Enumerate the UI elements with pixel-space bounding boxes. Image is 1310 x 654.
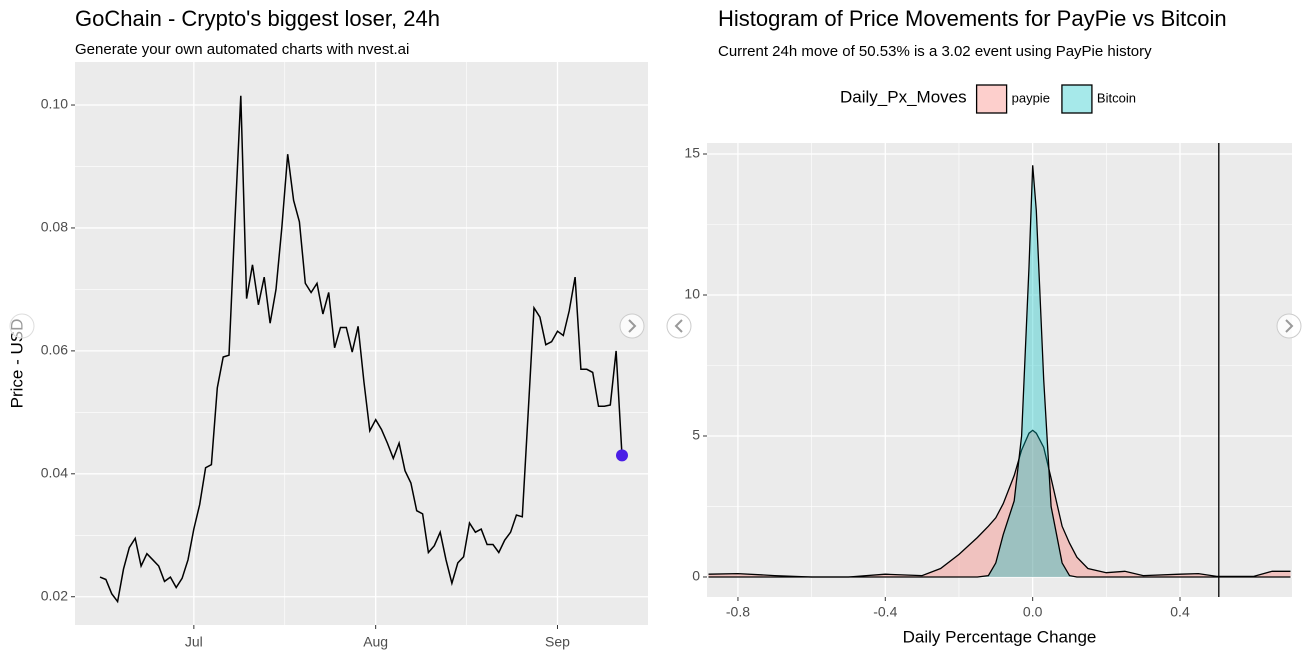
legend-label: Bitcoin bbox=[1097, 90, 1136, 105]
prev-arrow[interactable] bbox=[666, 313, 692, 339]
y-tick-label: 0.02 bbox=[41, 587, 68, 603]
chart-subtitle: Generate your own automated charts with … bbox=[75, 41, 409, 58]
price-line bbox=[99, 95, 623, 604]
chart-subtitle: Current 24h move of 50.53% is a 3.02 eve… bbox=[718, 43, 1152, 60]
x-tick-label: Sep bbox=[545, 634, 570, 650]
y-tick-label: 0 bbox=[692, 568, 700, 584]
x-tick-label: -0.4 bbox=[873, 604, 897, 620]
x-axis-label: Daily Percentage Change bbox=[903, 627, 1097, 646]
y-tick-label: 5 bbox=[692, 427, 700, 443]
y-tick-label: 10 bbox=[684, 286, 700, 302]
chart-title: Histogram of Price Movements for PayPie … bbox=[718, 6, 1227, 31]
y-tick-label: 0.10 bbox=[41, 96, 68, 112]
y-tick-label: 0.06 bbox=[41, 342, 68, 358]
x-tick-label: -0.8 bbox=[726, 604, 750, 620]
x-tick-label: Aug bbox=[363, 634, 388, 650]
legend-swatch bbox=[1061, 84, 1093, 114]
plot-panel bbox=[707, 143, 1292, 597]
y-tick-label: 15 bbox=[684, 145, 700, 161]
x-tick-label: Jul bbox=[185, 634, 203, 650]
legend-title: Daily_Px_Moves bbox=[840, 87, 967, 106]
x-tick-label: 0.4 bbox=[1170, 604, 1190, 620]
y-tick-label: 0.04 bbox=[41, 465, 68, 481]
legend-label: paypie bbox=[1012, 90, 1050, 105]
plot-panel bbox=[75, 62, 648, 625]
latest-point bbox=[616, 449, 628, 462]
x-tick-label: 0.0 bbox=[1023, 604, 1043, 620]
y-tick-label: 0.08 bbox=[41, 219, 68, 235]
prev-arrow[interactable] bbox=[9, 313, 35, 339]
density-outline bbox=[708, 429, 1291, 578]
density-outline bbox=[708, 165, 1291, 578]
next-arrow[interactable] bbox=[1276, 313, 1302, 339]
y-axis-label: Price - USD bbox=[7, 319, 26, 409]
chart-title: GoChain - Crypto's biggest loser, 24h bbox=[75, 6, 440, 31]
next-arrow[interactable] bbox=[619, 313, 645, 339]
legend-swatch bbox=[975, 84, 1008, 114]
